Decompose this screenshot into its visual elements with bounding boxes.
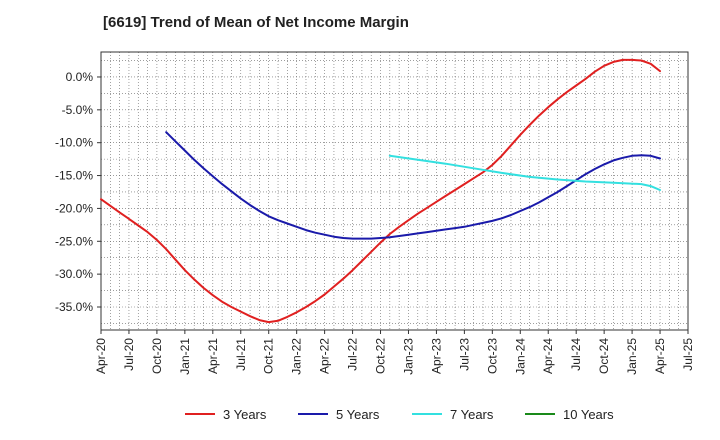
x-tick-label: Jul-23 (457, 338, 471, 371)
x-tick-label: Apr-20 (94, 338, 108, 374)
x-tick-label: Jul-25 (681, 338, 695, 371)
x-tick-label: Apr-22 (318, 338, 332, 374)
legend: 3 Years 5 Years 7 Years 10 Years (185, 407, 614, 422)
x-tick-label: Oct-24 (597, 338, 611, 374)
y-tick-label: -25.0% (55, 234, 93, 248)
grid-lines (100, 52, 689, 330)
x-tick-label: Jan-23 (401, 338, 415, 375)
y-tick-label: -35.0% (55, 300, 93, 314)
x-tick-label: Apr-23 (429, 338, 443, 374)
x-tick-label: Jan-24 (513, 338, 527, 375)
legend-label: 5 Years (336, 407, 380, 422)
legend-label: 3 Years (223, 407, 267, 422)
y-tick-label: -15.0% (55, 169, 93, 183)
x-tick-label: Jan-25 (625, 338, 639, 375)
series-line-7-years (388, 154, 661, 191)
x-tick-label: Jan-21 (178, 338, 192, 375)
series-line-3-years (100, 58, 661, 324)
x-tick-label: Apr-25 (653, 338, 667, 374)
x-tick-label: Jul-20 (122, 338, 136, 371)
y-tick-label: -30.0% (55, 267, 93, 281)
x-tick-label: Jul-24 (569, 338, 583, 371)
x-tick-label: Oct-21 (262, 338, 276, 374)
y-tick-label: -20.0% (55, 201, 93, 215)
y-tick-label: 0.0% (66, 70, 94, 84)
x-tick-label: Jul-21 (234, 338, 248, 371)
x-tick-label: Jul-22 (346, 338, 360, 371)
x-tick-label: Jan-22 (290, 338, 304, 375)
axes (100, 51, 689, 331)
legend-label: 10 Years (563, 407, 614, 422)
legend-label: 7 Years (450, 407, 494, 422)
y-tick-label: -10.0% (55, 136, 93, 150)
x-tick-labels: Apr-20 Jul-20 Oct-20 Jan-21 Apr-21 Jul-21 Oct-… (94, 330, 695, 375)
chart-title: [6619] Trend of Mean of Net Income Margi… (103, 14, 409, 31)
x-tick-label: Oct-23 (485, 338, 499, 374)
plot-frame (100, 51, 689, 331)
y-tick-labels: 0.0% -5.0% -10.0% -15.0% -20.0% -25.0% -30.0% -… (55, 70, 101, 314)
x-tick-label: Apr-21 (206, 338, 220, 374)
series-line-5-years (165, 131, 661, 240)
series-lines (100, 58, 661, 324)
x-tick-label: Oct-22 (374, 338, 388, 374)
x-tick-label: Oct-20 (150, 338, 164, 374)
y-tick-label: -5.0% (62, 103, 94, 117)
x-tick-label: Apr-24 (541, 338, 555, 374)
